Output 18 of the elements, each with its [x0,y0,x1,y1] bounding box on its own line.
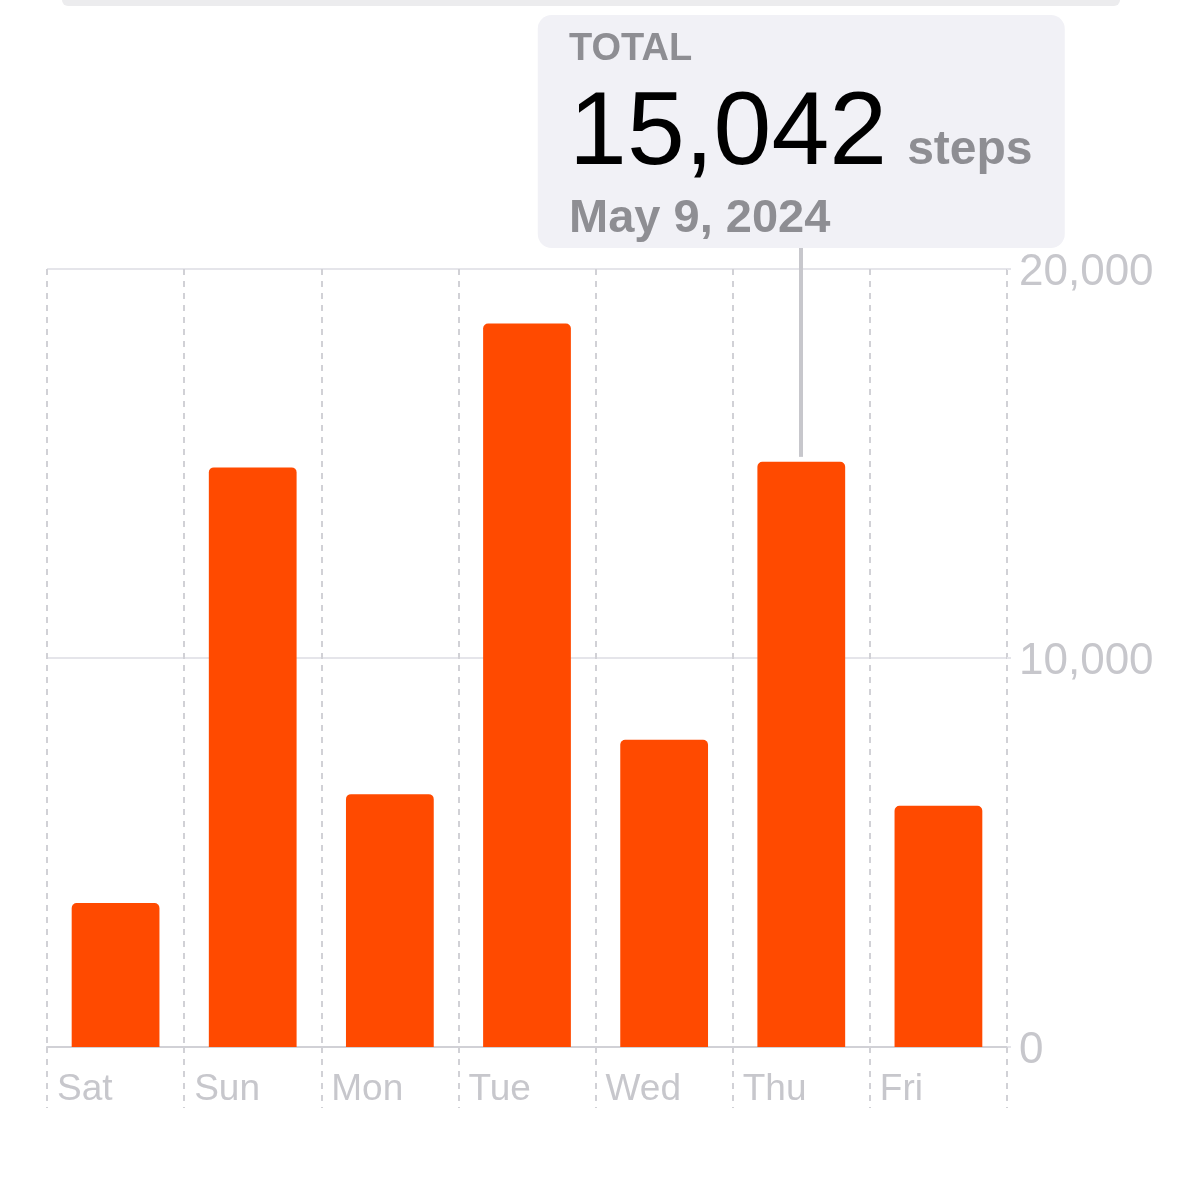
y-tick-label: 10,000 [1019,633,1154,683]
x-tick-label: Mon [331,1067,404,1108]
x-tick-label: Fri [879,1067,924,1108]
callout-card: TOTAL 15,042 steps May 9, 2024 [538,15,1065,248]
bar [620,739,709,1047]
x-tick-label: Thu [742,1067,807,1108]
bar [757,461,846,1047]
x-tick-label: Tue [468,1067,531,1108]
bar [208,467,297,1047]
x-tick-label: Sat [57,1067,114,1108]
bar [483,323,571,1047]
bar [345,794,434,1047]
bar [894,805,983,1047]
y-tick-label: 0 [1019,1022,1044,1072]
data-label: 15,042 [569,70,888,186]
x-tick-label: Sun [194,1067,260,1108]
bar [71,903,160,1047]
x-tick-label: Wed [605,1067,681,1108]
